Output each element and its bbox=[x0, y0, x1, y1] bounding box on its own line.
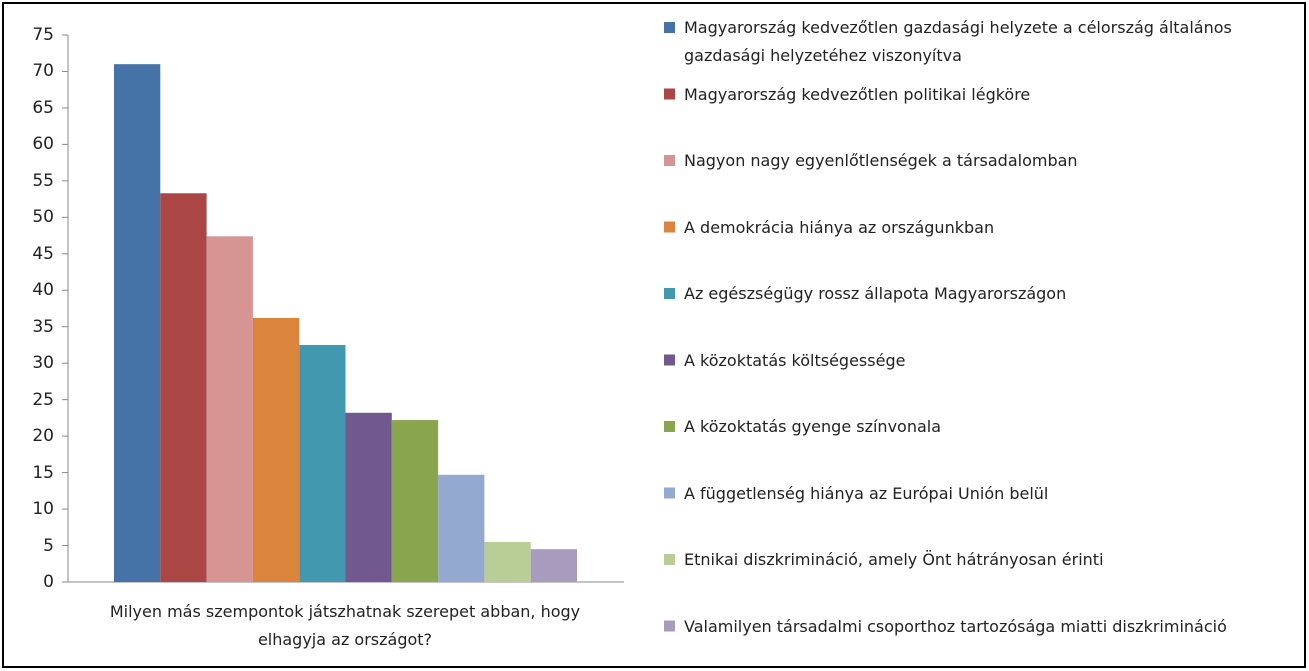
y-tick-label: 0 bbox=[43, 572, 54, 592]
legend-swatch bbox=[664, 288, 675, 299]
legend-label: Nagyon nagy egyenlőtlenségek a társadalo… bbox=[684, 151, 1078, 170]
legend-label: A közoktatás költségessége bbox=[684, 350, 906, 370]
y-tick-label: 50 bbox=[32, 207, 54, 228]
y-tick-label: 35 bbox=[32, 316, 54, 337]
legend-swatch bbox=[664, 487, 675, 499]
bar bbox=[299, 344, 346, 582]
legend-swatch bbox=[664, 221, 675, 233]
legend-swatch bbox=[664, 354, 675, 366]
bar bbox=[391, 420, 439, 582]
bar bbox=[252, 317, 300, 582]
x-tick-label: Milyen más szempontok játszhatnak szerep… bbox=[109, 602, 581, 649]
legend-swatch bbox=[664, 554, 675, 565]
legend-label: A közoktatás gyenge színvonala bbox=[684, 417, 942, 436]
y-tick-label: 55 bbox=[32, 170, 54, 191]
legend-label: Az egészségügy rossz állapota Magyarorsz… bbox=[684, 284, 1067, 303]
legend-swatch bbox=[664, 620, 675, 632]
legend-label: Valamilyen társadalmi csoporthoz tartozó… bbox=[684, 616, 1227, 636]
legend-swatch bbox=[664, 22, 675, 33]
legend-label: A demokrácia hiánya az országunkban bbox=[684, 217, 995, 237]
y-tick-label: 40 bbox=[32, 280, 54, 301]
bar bbox=[114, 64, 161, 582]
legend-label: Magyarország kedvezőtlen gazdasági helyz… bbox=[684, 18, 1232, 65]
legend-label: Etnikai diszkrimináció, amely Önt hátrán… bbox=[684, 550, 1104, 569]
bar bbox=[160, 193, 207, 583]
y-tick-label: 60 bbox=[32, 134, 54, 155]
legend-swatch bbox=[664, 88, 675, 100]
y-tick-label: 70 bbox=[32, 61, 54, 82]
y-tick-label: 20 bbox=[32, 426, 54, 447]
y-tick-label: 10 bbox=[32, 499, 54, 520]
legend-swatch bbox=[664, 155, 675, 166]
y-tick-label: 75 bbox=[32, 25, 54, 45]
y-tick-label: 5 bbox=[43, 535, 54, 556]
bar bbox=[484, 541, 531, 582]
y-tick-label: 45 bbox=[32, 243, 54, 264]
bar bbox=[206, 236, 253, 582]
y-tick-label: 65 bbox=[32, 97, 54, 118]
legend-label: A függetlenség hiánya az Európai Unión b… bbox=[684, 483, 1049, 503]
bar bbox=[345, 412, 392, 582]
bar bbox=[530, 549, 577, 582]
y-tick-label: 15 bbox=[32, 462, 54, 483]
legend-label: Magyarország kedvezőtlen politikai légkö… bbox=[684, 84, 1031, 104]
y-tick-label: 25 bbox=[32, 389, 54, 410]
y-tick-label: 30 bbox=[32, 353, 54, 374]
bar bbox=[438, 474, 485, 582]
legend-swatch bbox=[664, 421, 675, 432]
